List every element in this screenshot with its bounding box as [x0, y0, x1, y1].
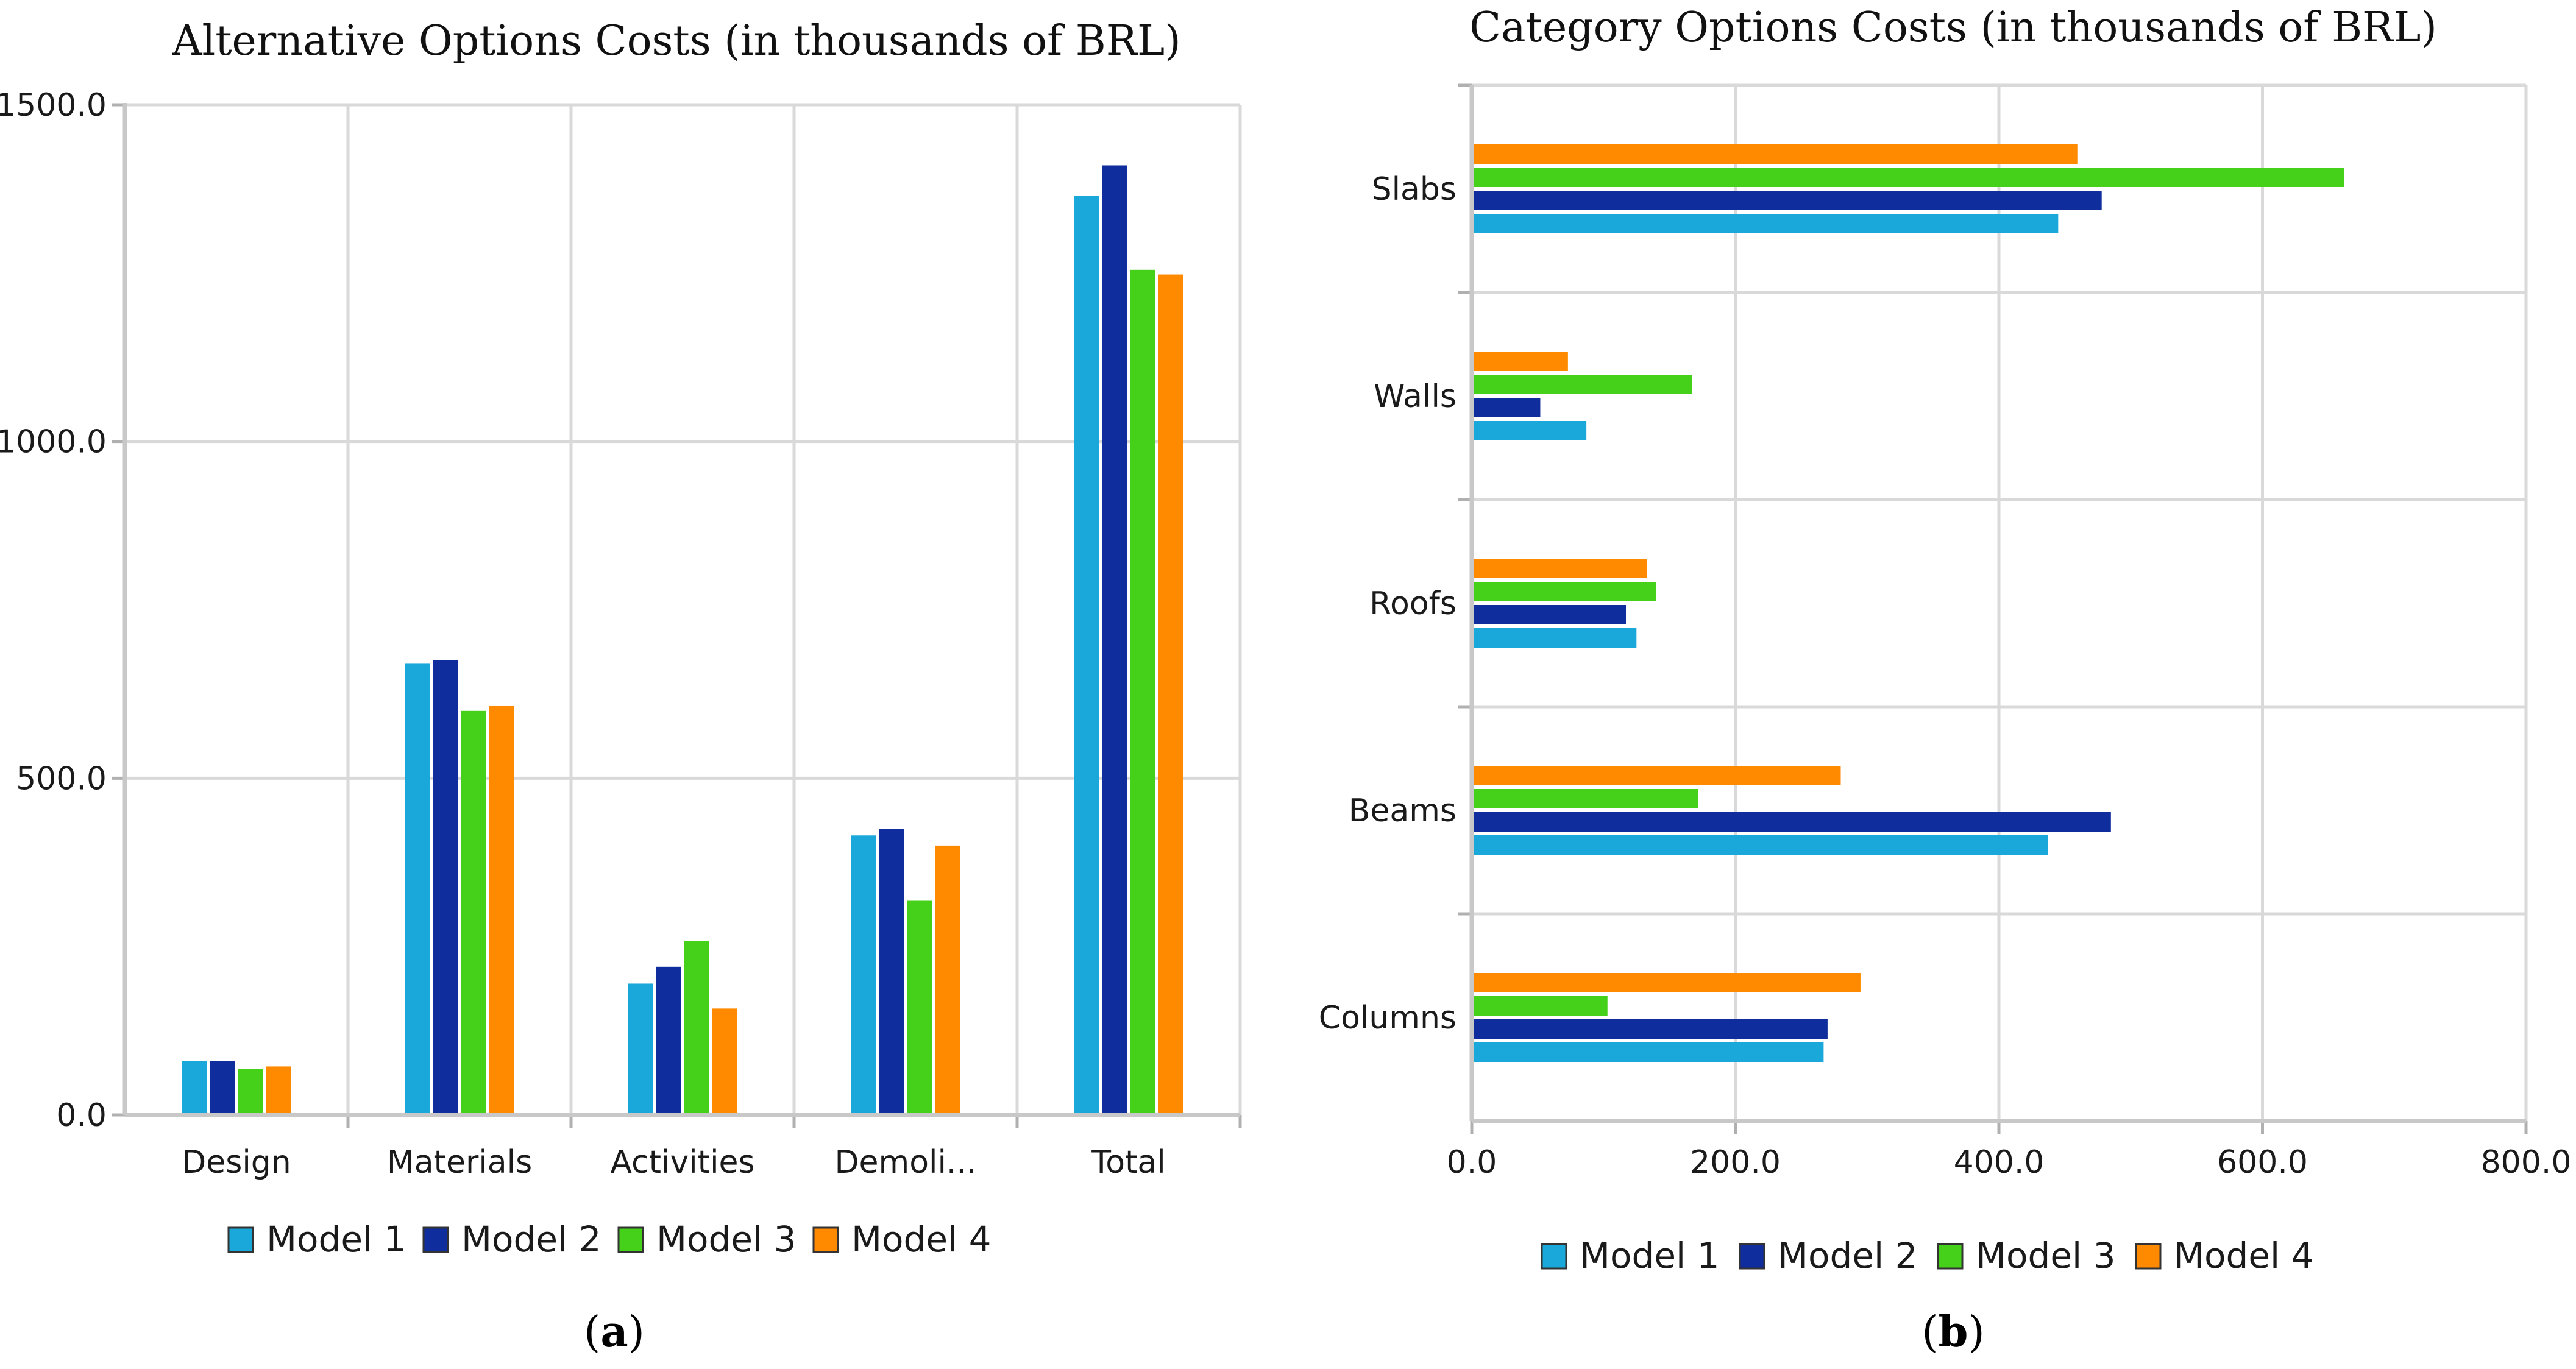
chart-a-ytick-label: 500.0: [16, 760, 107, 797]
chart-a-bar: [266, 1066, 291, 1115]
chart-b-xtick-label: 200.0: [1690, 1144, 1781, 1181]
chart-a-bar: [628, 983, 653, 1115]
caption-a-open: (: [584, 1307, 600, 1357]
chart-a-xtick-label: Activities: [610, 1144, 754, 1181]
chart-a-bar: [238, 1069, 263, 1115]
chart-b-ytick-label: Roofs: [1369, 585, 1457, 622]
chart-b-legend: Model 1 Model 2 Model 3 Model 4: [1541, 1235, 2313, 1276]
chart-a-ytick-label: 1000.0: [0, 424, 107, 461]
caption-b-open: (: [1921, 1307, 1938, 1357]
chart-b-bar: [1472, 996, 1608, 1016]
chart-b-grid: [1472, 83, 2528, 1121]
chart-a-bar: [935, 845, 960, 1115]
caption-a-close: ): [628, 1307, 645, 1357]
chart-b-xtick-label: 0.0: [1447, 1144, 1497, 1181]
chart-a-bar: [656, 966, 681, 1115]
chart-b-legend-swatch: [1937, 1243, 1964, 1270]
chart-a-bar: [1102, 165, 1127, 1116]
chart-a-legend: Model 1 Model 2 Model 3 Model 4: [227, 1219, 991, 1260]
chart-a-bar: [461, 710, 486, 1115]
chart-b-bar: [1472, 421, 1587, 440]
caption-a: (a): [584, 1306, 645, 1357]
chart-a-bar: [879, 829, 904, 1115]
chart-a-grid: [125, 103, 1242, 1115]
chart-a-xtick-label: Demoli...: [835, 1144, 977, 1181]
chart-b-bar: [1472, 835, 2048, 855]
caption-b-close: ): [1968, 1307, 1984, 1357]
caption-b: (b): [1921, 1306, 1985, 1357]
chart-b-xtick-label: 400.0: [1954, 1144, 2045, 1181]
chart-b-bar: [1472, 375, 1692, 394]
chart-b-bar: [1472, 628, 1637, 648]
chart-a-bar: [712, 1008, 737, 1115]
chart-b-title: Category Options Costs (in thousands of …: [1469, 4, 2437, 52]
chart-a-ytick-label: 0.0: [56, 1097, 107, 1134]
chart-b-legend-label: Model 2: [1778, 1235, 1917, 1276]
chart-b-ytick-label: Slabs: [1372, 171, 1457, 208]
chart-b-legend-label: Model 4: [2174, 1235, 2313, 1276]
chart-b-axes: [1458, 83, 2528, 1134]
chart-b-bar: [1472, 352, 1568, 371]
chart-a-bar: [1158, 274, 1183, 1116]
chart-b-bar: [1472, 582, 1656, 601]
chart-b-tick-labels: 0.0 200.0 400.0 600.0 800.0 Slabs Walls Roofs Be…: [1319, 171, 2572, 1181]
chart-b-ytick-label: Walls: [1374, 378, 1457, 415]
chart-b-ytick-label: Beams: [1349, 793, 1457, 829]
chart-b-ytick-label: Columns: [1319, 1000, 1457, 1036]
chart-a-bar: [210, 1061, 235, 1115]
chart-a-bar: [1130, 269, 1155, 1116]
caption-a-label: a: [600, 1306, 628, 1357]
chart-b-bar: [1472, 168, 2344, 187]
caption-b-label: b: [1939, 1306, 1968, 1357]
chart-a-bar: [489, 705, 514, 1115]
chart-b-bar: [1472, 214, 2059, 233]
chart-a-legend-label: Model 4: [851, 1219, 991, 1260]
chart-b-bar: [1472, 191, 2102, 210]
chart-category-options: Category Options Costs (in thousands of …: [1319, 4, 2572, 1276]
chart-b-legend-swatch: [1739, 1243, 1765, 1270]
chart-b-bar: [1472, 1042, 1824, 1062]
chart-b-legend-label: Model 1: [1580, 1235, 1719, 1276]
chart-a-bar: [907, 900, 932, 1115]
chart-a-legend-label: Model 1: [266, 1219, 406, 1260]
chart-b-bar: [1472, 605, 1627, 624]
chart-a-legend-swatch: [227, 1226, 254, 1253]
chart-a-tick-labels: 0.0 500.0 1000.0 1500.0 Design Materials Activ…: [0, 87, 1166, 1181]
chart-a-bar: [684, 941, 709, 1115]
chart-a-axes: [112, 103, 1242, 1128]
chart-a-legend-label: Model 3: [656, 1219, 796, 1260]
chart-b-bar: [1472, 1019, 1828, 1039]
chart-a-xtick-label: Total: [1091, 1144, 1165, 1181]
chart-b-legend-label: Model 3: [1976, 1235, 2115, 1276]
chart-a-bar: [182, 1061, 207, 1115]
chart-b-bar: [1472, 559, 1647, 578]
chart-b-bar: [1472, 144, 2078, 164]
chart-a-bars: [182, 165, 1183, 1116]
chart-a-bar: [1074, 196, 1099, 1116]
chart-a-bar: [405, 663, 430, 1115]
chart-a-bar: [433, 660, 458, 1115]
chart-b-bars: [1472, 144, 2344, 1062]
chart-b-bar: [1472, 973, 1861, 992]
chart-a-legend-label: Model 2: [461, 1219, 601, 1260]
chart-alternative-options: Alternative Options Costs (in thousands …: [0, 17, 1242, 1260]
chart-a-legend-swatch: [812, 1226, 839, 1253]
chart-a-bar: [851, 835, 876, 1115]
chart-b-bar: [1472, 398, 1541, 417]
chart-b-xtick-label: 800.0: [2481, 1144, 2572, 1181]
chart-a-xtick-label: Materials: [387, 1144, 532, 1181]
chart-a-xtick-label: Design: [182, 1144, 291, 1181]
chart-a-legend-swatch: [617, 1226, 644, 1253]
chart-b-xtick-label: 600.0: [2217, 1144, 2308, 1181]
chart-a-title: Alternative Options Costs (in thousands …: [171, 17, 1180, 65]
chart-b-bar: [1472, 766, 1841, 785]
chart-b-legend-swatch: [1541, 1243, 1567, 1270]
chart-b-bar: [1472, 812, 2111, 832]
chart-b-legend-swatch: [2135, 1243, 2162, 1270]
chart-a-ytick-label: 1500.0: [0, 87, 107, 124]
chart-b-bar: [1472, 789, 1698, 808]
chart-a-legend-swatch: [422, 1226, 449, 1253]
